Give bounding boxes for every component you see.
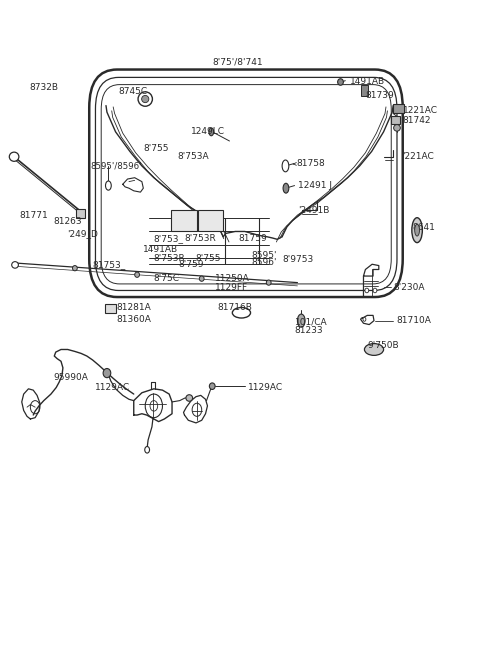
Ellipse shape [232,307,251,318]
Ellipse shape [145,447,150,453]
Text: 8'75C: 8'75C [154,274,180,283]
Ellipse shape [337,79,343,85]
Text: 81758: 81758 [297,160,325,168]
Text: 81233: 81233 [295,326,323,335]
Ellipse shape [9,152,19,162]
Ellipse shape [412,217,422,242]
Text: 8595'/8596': 8595'/8596' [91,162,142,170]
Text: 8'753R: 8'753R [154,254,186,263]
Text: 8595': 8595' [252,250,277,260]
Text: 8732B: 8732B [29,83,59,92]
Text: 81710A: 81710A [396,316,431,325]
Text: 1491AB: 1491AB [350,78,385,87]
Text: 8'753A: 8'753A [178,152,209,161]
Ellipse shape [186,395,192,401]
Ellipse shape [209,128,214,136]
Text: 11250A: 11250A [215,274,250,283]
Text: 8'9753: 8'9753 [283,254,314,263]
Text: 81753_: 81753_ [93,260,126,269]
Ellipse shape [135,272,140,277]
Bar [393,104,404,114]
Text: 81739: 81739 [365,91,394,101]
Ellipse shape [142,95,149,102]
Text: '221AC: '221AC [402,152,433,161]
Text: 1491AB: 1491AB [144,245,179,254]
Ellipse shape [72,265,77,271]
Text: 8'759: 8'759 [179,260,204,269]
Ellipse shape [283,183,289,193]
Text: 81281A: 81281A [117,303,151,312]
Ellipse shape [12,261,18,268]
Text: 12491 J: 12491 J [298,181,332,190]
Text: 81759: 81759 [238,234,267,243]
Text: 8'753R: 8'753R [184,234,216,243]
Text: 8'75'/8'741: 8'75'/8'741 [212,58,263,67]
Text: 8596': 8596' [252,258,277,267]
Ellipse shape [138,92,153,106]
Text: 1129FF: 1129FF [215,283,248,292]
Bar [105,304,116,313]
Bar [170,210,197,231]
Text: '249_D: '249_D [67,229,97,238]
Bar [360,85,368,97]
Ellipse shape [365,288,369,293]
Bar [391,116,400,124]
Text: 1129AC: 1129AC [95,383,130,392]
Ellipse shape [298,314,305,327]
Text: 1249LC: 1249LC [191,127,225,136]
Text: 95990A: 95990A [53,373,88,382]
Text: '2491B: '2491B [298,206,329,215]
Text: 8745C: 8745C [118,87,147,96]
Text: 81360A: 81360A [117,315,151,325]
Text: 101/CA: 101/CA [295,317,327,327]
Text: 81771: 81771 [20,212,48,220]
Text: 9'750B: 9'750B [367,341,399,350]
Text: 8'230A: 8'230A [393,283,425,292]
Ellipse shape [394,125,400,131]
Text: 8641: 8641 [412,223,435,232]
Text: 81716B: 81716B [217,303,252,312]
Text: 8'753_: 8'753_ [154,234,184,243]
Ellipse shape [373,288,377,293]
Text: 8'755: 8'755 [195,254,220,263]
Text: 81742: 81742 [403,116,431,125]
Text: 8'755: 8'755 [144,145,169,153]
Ellipse shape [363,317,366,321]
Ellipse shape [266,280,271,285]
Ellipse shape [103,369,111,378]
Bar [76,209,85,218]
Ellipse shape [199,276,204,281]
Text: 1221AC: 1221AC [403,106,438,115]
Text: 1129AC: 1129AC [248,383,283,392]
Ellipse shape [282,160,289,172]
Text: 81263: 81263 [53,217,82,226]
Ellipse shape [415,224,420,236]
Bar [198,210,223,231]
Ellipse shape [364,344,384,355]
Ellipse shape [106,181,111,190]
Ellipse shape [209,383,215,390]
